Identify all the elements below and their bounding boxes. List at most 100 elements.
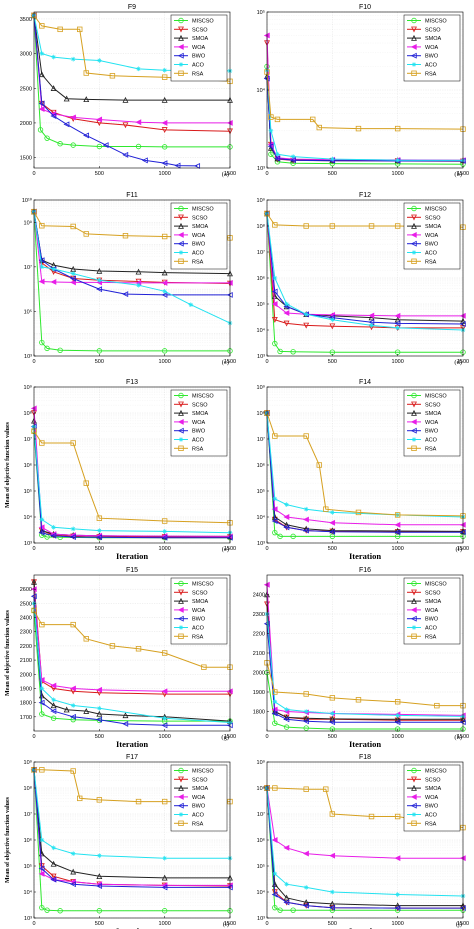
x-tick-label: 500 — [328, 546, 337, 552]
legend-label: MISCSO — [192, 582, 214, 588]
data-point — [77, 26, 83, 33]
data-point — [57, 347, 63, 354]
legend-label: SMOA — [425, 224, 442, 230]
data-point — [96, 515, 103, 521]
data-point — [162, 529, 167, 534]
y-tick-label: 10⁸ — [257, 223, 265, 230]
data-point — [290, 533, 296, 540]
data-point — [330, 510, 335, 515]
data-point — [394, 855, 401, 862]
data-point — [44, 907, 50, 913]
legend-entry-smoa: SMOA — [407, 597, 442, 605]
data-point — [272, 699, 278, 705]
legend-entry-miscso: MISCSO — [174, 392, 214, 400]
x-tick-label: 1500 — [224, 171, 236, 177]
data-point — [329, 726, 336, 732]
data-point — [38, 106, 45, 113]
legend: MISCSO SCSO SMOA WOA BWO ACO RSA — [170, 14, 228, 82]
data-point — [83, 636, 89, 642]
legend-label: SCSO — [192, 27, 208, 33]
data-point — [161, 127, 168, 134]
y-tick-label: 1900 — [253, 690, 265, 696]
y-tick-label: 3000 — [20, 52, 32, 58]
data-point — [161, 144, 168, 150]
data-point — [38, 870, 45, 877]
data-point — [283, 899, 290, 906]
legend-entry-smoa: SMOA — [407, 784, 442, 792]
series-line — [33, 769, 230, 888]
data-point — [122, 712, 129, 719]
legend-entry-scso: SCSO — [174, 26, 208, 33]
legend-label: RSA — [192, 259, 204, 265]
data-point — [51, 697, 56, 703]
data-point — [303, 691, 309, 697]
data-point — [290, 154, 296, 159]
data-point — [330, 711, 335, 716]
y-tick-label: 2100 — [253, 651, 265, 657]
data-point — [63, 706, 70, 713]
data-point — [51, 54, 56, 60]
legend-marker — [411, 70, 417, 76]
data-point — [275, 151, 280, 157]
data-point — [303, 902, 309, 909]
legend-label: WOA — [425, 233, 438, 239]
y-tick-label: 10³ — [257, 541, 265, 547]
data-point — [96, 716, 103, 723]
series-line — [266, 787, 463, 907]
data-point — [161, 233, 168, 240]
x-tick-label: 1500 — [457, 359, 469, 365]
legend-entry-scso: SCSO — [174, 214, 208, 221]
legend-marker — [411, 222, 417, 229]
panel-letter: (a) — [222, 171, 229, 178]
data-point — [70, 703, 76, 708]
data-point — [394, 320, 401, 327]
series-line — [34, 769, 230, 803]
data-point — [395, 892, 400, 897]
legend-marker — [410, 240, 417, 247]
legend-label: MISCSO — [192, 19, 214, 25]
data-point — [161, 874, 168, 881]
legend-entry-aco: ACO — [174, 62, 205, 69]
y-tick-label: 10⁶ — [257, 275, 265, 282]
legend-marker — [410, 43, 417, 50]
data-point — [39, 517, 45, 522]
panel-letter: (i) — [223, 921, 229, 928]
y-tick-label: 10⁴ — [257, 327, 266, 334]
legend-label: BWO — [192, 804, 206, 810]
data-point — [122, 720, 129, 727]
legend-label: SMOA — [425, 36, 442, 42]
legend-marker — [178, 597, 184, 604]
legend-marker — [178, 70, 184, 76]
series-line — [33, 15, 231, 72]
legend-marker — [178, 258, 184, 264]
legend-entry-bwo: BWO — [407, 615, 439, 623]
legend-entry-aco: ACO — [407, 437, 438, 444]
legend-label: SCSO — [192, 777, 208, 783]
legend-label: BWO — [192, 617, 206, 623]
data-point — [161, 650, 168, 656]
chart-title: F11 — [126, 192, 138, 199]
data-point — [303, 709, 309, 714]
y-tick-label: 2600 — [20, 587, 32, 593]
y-tick-label: 2000 — [253, 671, 265, 677]
x-tick-label: 500 — [95, 359, 104, 365]
x-tick-label: 0 — [32, 546, 35, 552]
legend-entry-miscso: MISCSO — [174, 767, 214, 775]
series-bwo — [30, 593, 233, 729]
legend-entry-woa: WOA — [407, 231, 438, 239]
y-tick-label: 10⁷ — [24, 811, 32, 818]
data-point — [161, 798, 168, 805]
x-tick-label: 1000 — [159, 921, 171, 927]
y-tick-label: 3500 — [20, 17, 32, 23]
legend-marker — [177, 240, 184, 247]
y-tick-label: 10⁹ — [24, 219, 32, 226]
legend-entry-rsa: RSA — [407, 258, 437, 265]
x-tick-label: 0 — [32, 171, 35, 177]
legend-marker — [178, 214, 184, 221]
data-point — [135, 268, 142, 275]
series-miscso — [31, 12, 233, 150]
legend-entry-bwo: BWO — [174, 52, 206, 60]
data-point — [97, 528, 102, 533]
legend-marker — [411, 812, 417, 817]
x-tick-label: 1000 — [159, 546, 171, 552]
